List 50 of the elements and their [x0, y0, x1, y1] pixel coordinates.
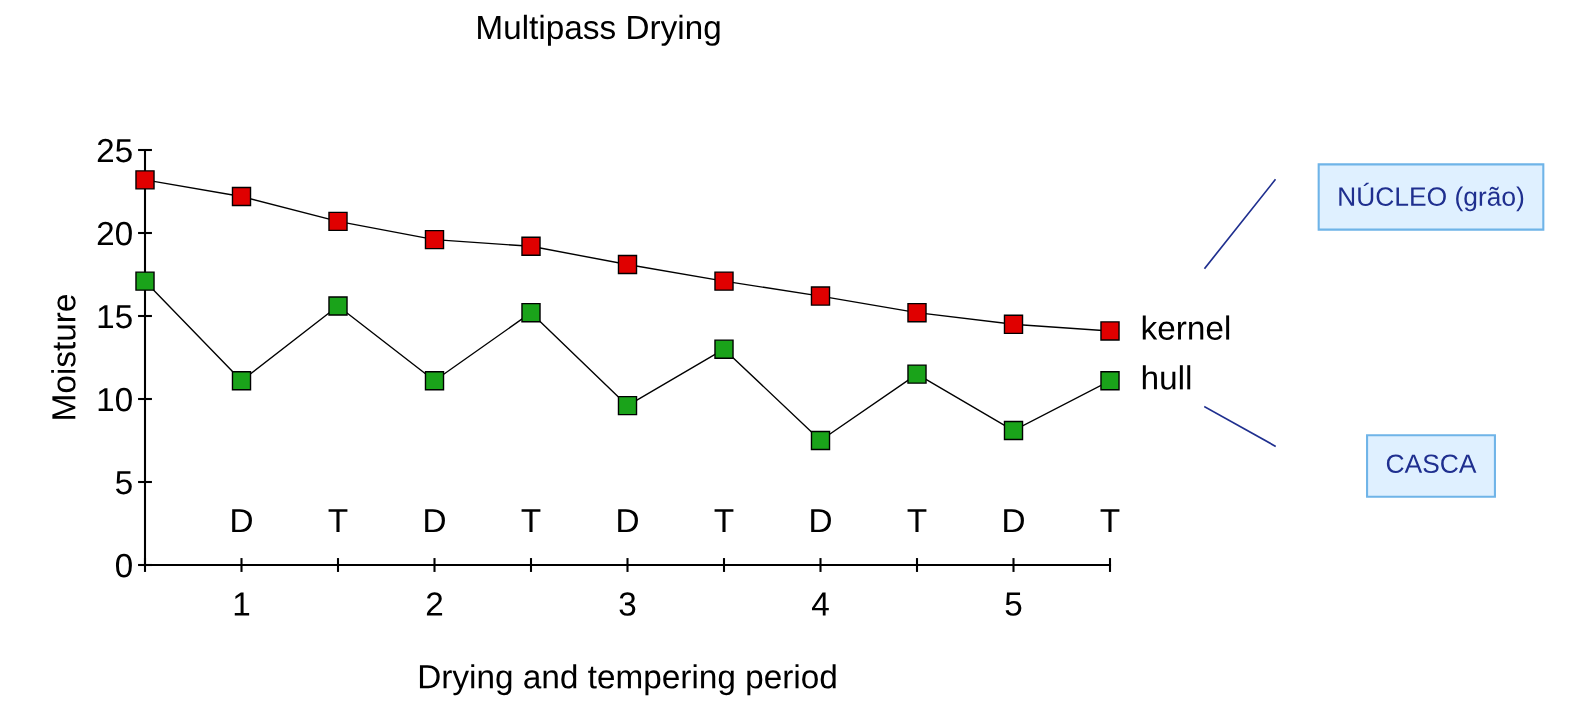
x-tick-label: 2 [426, 592, 443, 616]
x-tick-label: 4 [812, 592, 829, 616]
y-tick-label: 25 [97, 138, 132, 163]
point [907, 302, 927, 323]
point [714, 339, 734, 359]
annotation: T [328, 509, 348, 533]
point [424, 371, 445, 391]
y-tick-label: 0 [115, 553, 132, 578]
annotation: D [425, 509, 445, 533]
point [231, 371, 252, 391]
annotation: T [714, 509, 734, 533]
point [907, 364, 927, 384]
point [328, 211, 348, 232]
point [1003, 314, 1024, 335]
y-tick-label: 15 [98, 305, 132, 329]
point [135, 170, 155, 190]
x-tick-label: 3 [619, 592, 636, 616]
point [521, 302, 541, 323]
annotation: D [618, 509, 638, 533]
x-tick-label: 5 [1005, 592, 1022, 616]
point [424, 229, 445, 250]
point [135, 271, 155, 291]
text: CASCA [1386, 454, 1477, 474]
point [1003, 420, 1024, 441]
annotation: T [907, 509, 927, 533]
series-label: kernel [1142, 315, 1230, 340]
point [617, 254, 638, 275]
y-axis-title: Moisture [51, 295, 76, 419]
text: NÚCLEO (grão) [1339, 182, 1524, 212]
point [328, 296, 348, 316]
point [1100, 321, 1120, 341]
annotation: D [1004, 509, 1024, 533]
annotation: D [811, 509, 831, 533]
annotation: T [1100, 509, 1120, 533]
point [521, 236, 541, 257]
point [810, 430, 831, 451]
point [1100, 371, 1120, 391]
series-label: hull [1142, 365, 1191, 390]
y-tick-label: 5 [115, 471, 132, 495]
point [810, 286, 831, 306]
chart-title: Multipass Drying [478, 14, 720, 46]
annotation: T [521, 509, 541, 533]
y-tick-label: 10 [98, 387, 132, 412]
point [617, 395, 638, 416]
x-tick-label: 1 [234, 592, 250, 616]
y-tick-label: 20 [97, 221, 132, 246]
point [714, 271, 734, 291]
point [231, 186, 252, 207]
x-axis-title: Drying and tempering period [419, 664, 836, 696]
annotation: D [232, 509, 252, 533]
